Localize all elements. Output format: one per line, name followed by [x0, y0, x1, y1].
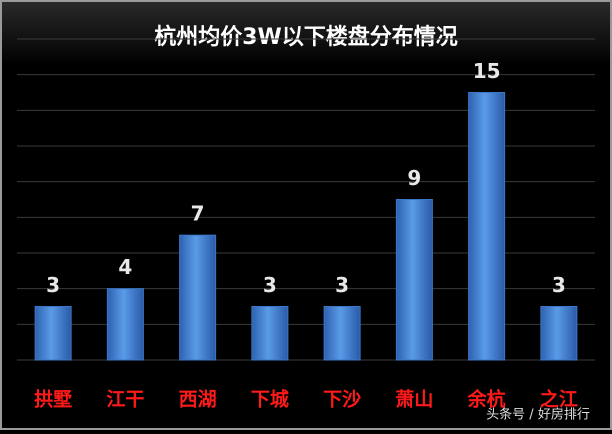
bar [540, 306, 578, 361]
data-label: 4 [118, 255, 132, 279]
data-label: 7 [191, 202, 205, 226]
data-label: 3 [46, 273, 60, 297]
watermark: 头条号 / 好房排行 [486, 407, 590, 423]
x-tick-label: 下城 [251, 388, 289, 411]
data-label: 3 [552, 273, 566, 297]
x-tick-label: 西湖 [179, 389, 217, 411]
data-label: 9 [407, 166, 421, 190]
x-tick-label: 下沙 [323, 389, 361, 411]
bar [179, 234, 217, 361]
x-tick-label: 江干 [106, 389, 144, 411]
bar [323, 306, 361, 361]
data-label: 15 [473, 59, 501, 83]
bar [251, 306, 289, 361]
data-label: 3 [263, 273, 277, 297]
bar [395, 199, 433, 361]
bar [106, 288, 144, 361]
x-tick-label: 拱墅 [34, 389, 72, 411]
bar [34, 306, 72, 361]
chart-title: 杭州均价3W以下楼盘分布情况 [154, 24, 458, 50]
x-tick-label: 余杭 [467, 388, 506, 411]
data-label: 3 [335, 273, 349, 297]
x-tick-label: 之江 [540, 388, 578, 411]
bar [468, 92, 506, 361]
x-tick-label: 萧山 [395, 389, 433, 411]
